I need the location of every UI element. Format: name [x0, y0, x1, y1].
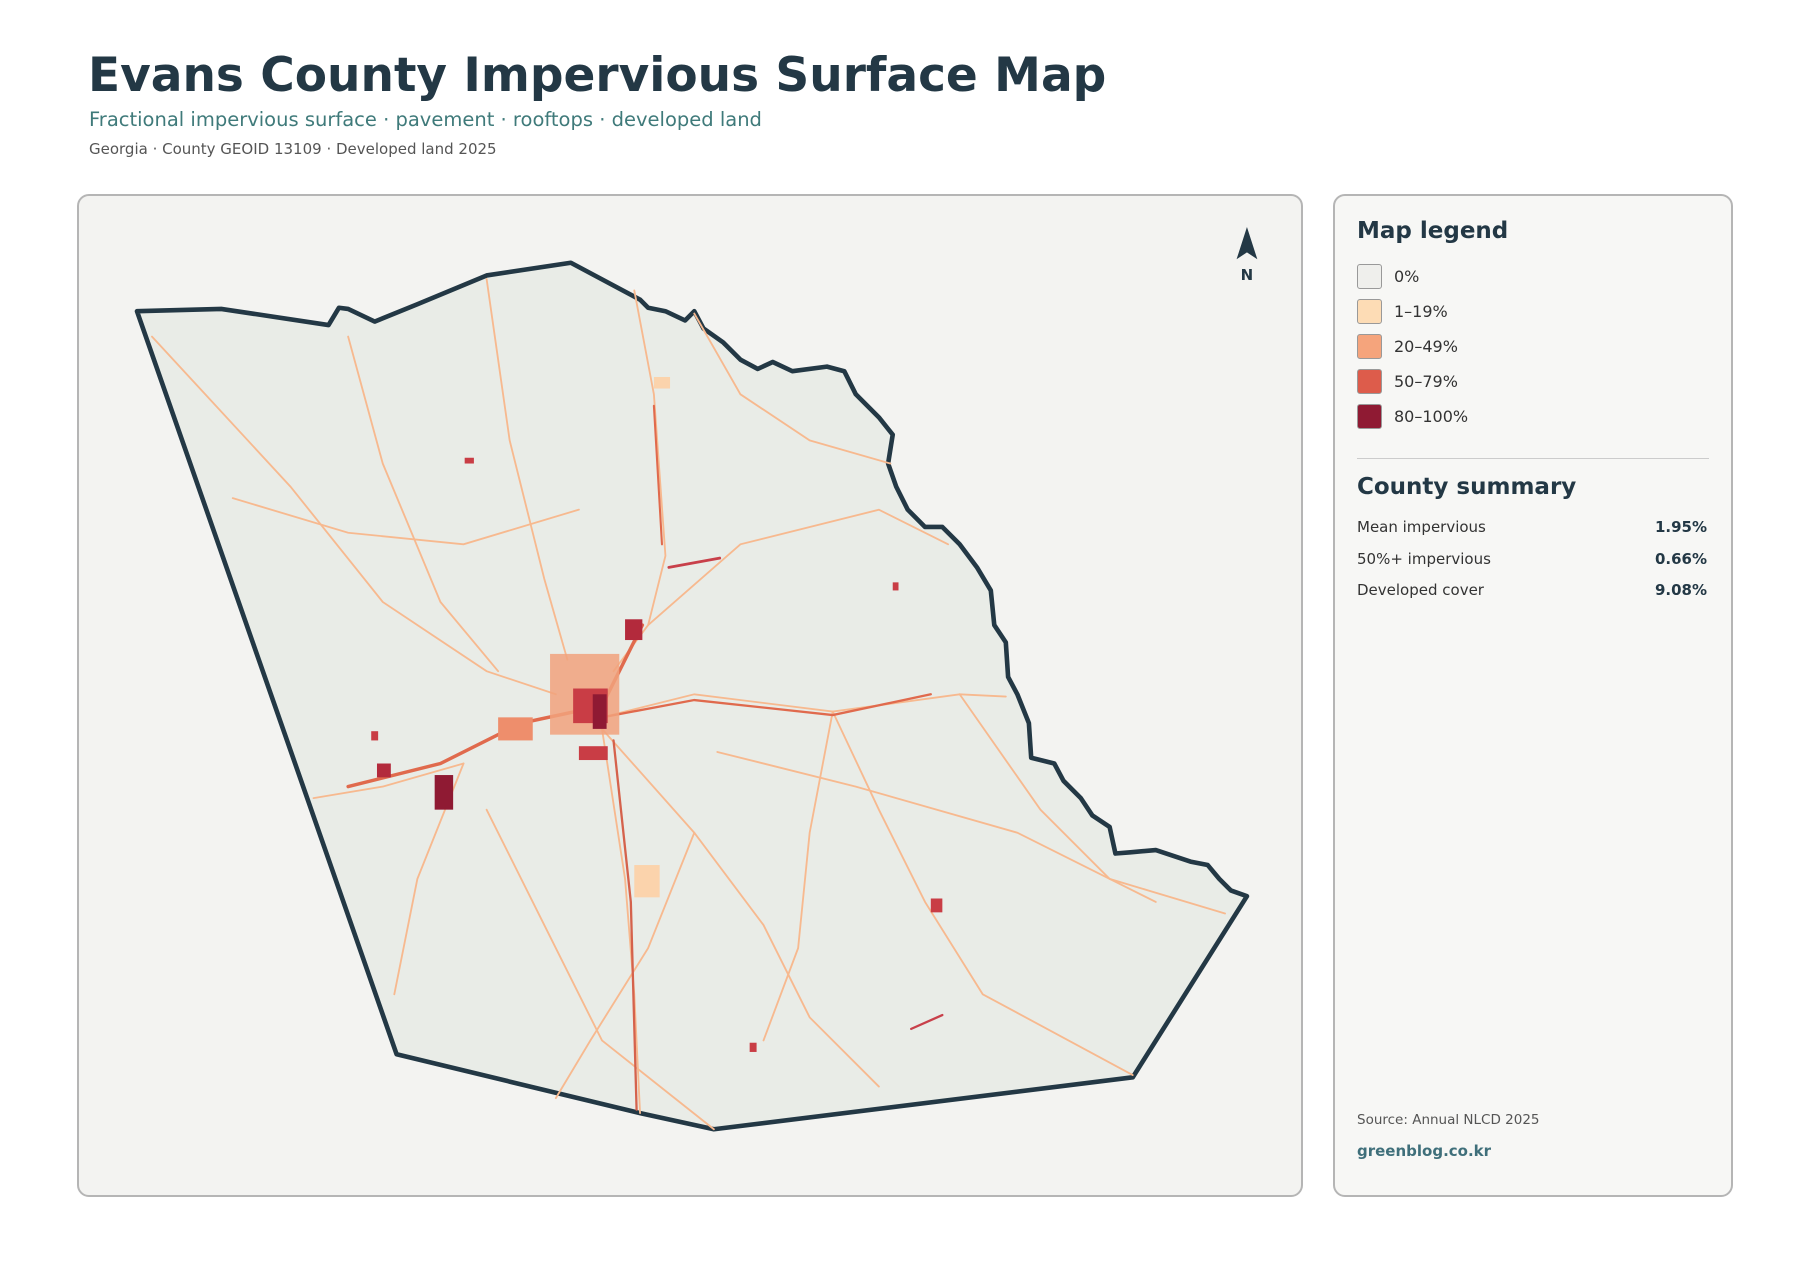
north-label: N [1241, 266, 1254, 284]
legend-item: 20–49% [1357, 334, 1458, 359]
legend-swatch [1357, 334, 1382, 359]
north-arrow [1236, 226, 1258, 260]
map: N [134, 226, 1258, 1132]
summary-value: 0.66% [1654, 549, 1707, 568]
map-panel: N [77, 194, 1303, 1197]
legend-label: 0% [1394, 267, 1420, 286]
summary-row: Developed cover 9.08% [1357, 581, 1707, 599]
legend-item: 50–79% [1357, 369, 1458, 394]
subtitle: Fractional impervious surface · pavement… [89, 108, 762, 131]
summary-title: County summary [1357, 474, 1577, 500]
legend-label: 20–49% [1394, 337, 1458, 356]
county-boundary [134, 260, 1250, 1132]
legend-label: 80–100% [1394, 407, 1469, 426]
meta: Georgia · County GEOID 13109 · Developed… [89, 140, 497, 158]
divider [1357, 458, 1709, 459]
legend-swatch [1357, 404, 1382, 429]
roads [151, 277, 1226, 1131]
summary-label: 50%+ impervious [1357, 549, 1491, 568]
summary-row: 50%+ impervious 0.66% [1357, 550, 1707, 568]
legend-swatch [1357, 264, 1382, 289]
legend-label: 1–19% [1394, 302, 1448, 321]
legend-swatch [1357, 299, 1382, 324]
legend-item: 0% [1357, 264, 1419, 289]
summary-value: 9.08% [1654, 581, 1707, 599]
legend-item: 80–100% [1357, 404, 1468, 429]
town [371, 376, 943, 1052]
summary-row: Mean impervious 1.95% [1357, 518, 1707, 536]
summary-label: Developed cover [1357, 581, 1484, 599]
legend-swatch [1357, 369, 1382, 394]
summary-value: 1.95% [1654, 518, 1707, 536]
legend-item: 1–19% [1357, 299, 1448, 324]
source: Source: Annual NLCD 2025 [1357, 1112, 1540, 1128]
title: Evans County Impervious Surface Map [88, 48, 1107, 103]
legend-title: Map legend [1357, 218, 1509, 244]
summary-label: Mean impervious [1357, 518, 1486, 536]
side-panel: Map legend 0% 1–19% 20–49% 50–79% 80–100% Co… [1333, 194, 1733, 1197]
site: greenblog.co.kr [1357, 1142, 1492, 1160]
legend-label: 50–79% [1394, 372, 1458, 391]
